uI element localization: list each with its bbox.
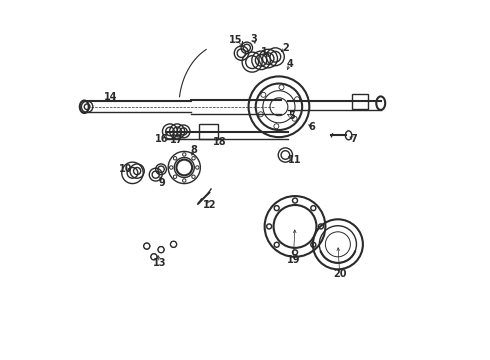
Text: 1: 1 (261, 47, 268, 57)
Text: 6: 6 (309, 122, 316, 132)
Text: 7: 7 (350, 134, 357, 144)
Text: 8: 8 (190, 145, 197, 155)
Text: 4: 4 (286, 59, 293, 69)
Text: 19: 19 (287, 255, 300, 265)
Text: 2: 2 (282, 43, 289, 53)
Text: 3: 3 (250, 34, 257, 44)
Text: 15: 15 (229, 35, 243, 45)
Bar (352, 94, 368, 109)
Text: 16: 16 (155, 134, 169, 144)
Text: 9: 9 (159, 177, 166, 188)
Bar (198, 124, 218, 139)
Text: 11: 11 (288, 156, 301, 165)
Text: 18: 18 (213, 137, 227, 147)
Text: 13: 13 (152, 258, 166, 268)
Text: 14: 14 (104, 92, 118, 102)
Text: 17: 17 (171, 135, 184, 145)
Text: 20: 20 (333, 269, 346, 279)
Text: 10: 10 (119, 164, 132, 174)
Text: 5: 5 (288, 111, 295, 121)
Text: 12: 12 (203, 200, 217, 210)
